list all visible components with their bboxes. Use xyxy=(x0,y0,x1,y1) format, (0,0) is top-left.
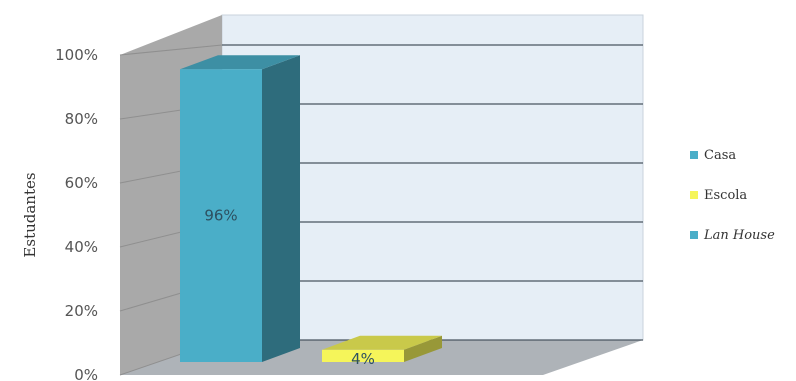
y-axis-label: Estudantes xyxy=(21,172,39,257)
legend-swatch-lan-house xyxy=(690,231,698,239)
bar-side-escola xyxy=(404,335,442,362)
y-tick-label: 40% xyxy=(65,238,98,256)
legend-label-lan-house: Lan House xyxy=(703,228,775,243)
legend-swatch-casa xyxy=(690,151,698,159)
y-tick-label: 100% xyxy=(55,46,98,64)
legend-label-escola: Escola xyxy=(704,188,747,203)
legend-swatch-escola xyxy=(690,191,698,199)
bar-top-escola xyxy=(322,335,442,350)
y-tick-label: 0% xyxy=(74,366,98,381)
bar-casa xyxy=(180,69,262,362)
y-tick-label: 60% xyxy=(65,174,98,192)
side-gridline xyxy=(119,44,223,56)
y-tick-label: 20% xyxy=(65,302,98,320)
data-label-escola: 4% xyxy=(351,350,375,368)
data-label-casa: 96% xyxy=(204,207,237,225)
bar-side-casa xyxy=(262,55,300,362)
y-tick-label: 80% xyxy=(65,110,98,128)
bar-top-casa xyxy=(180,55,300,70)
legend-label-casa: Casa xyxy=(704,148,736,163)
bar-escola xyxy=(322,349,404,362)
